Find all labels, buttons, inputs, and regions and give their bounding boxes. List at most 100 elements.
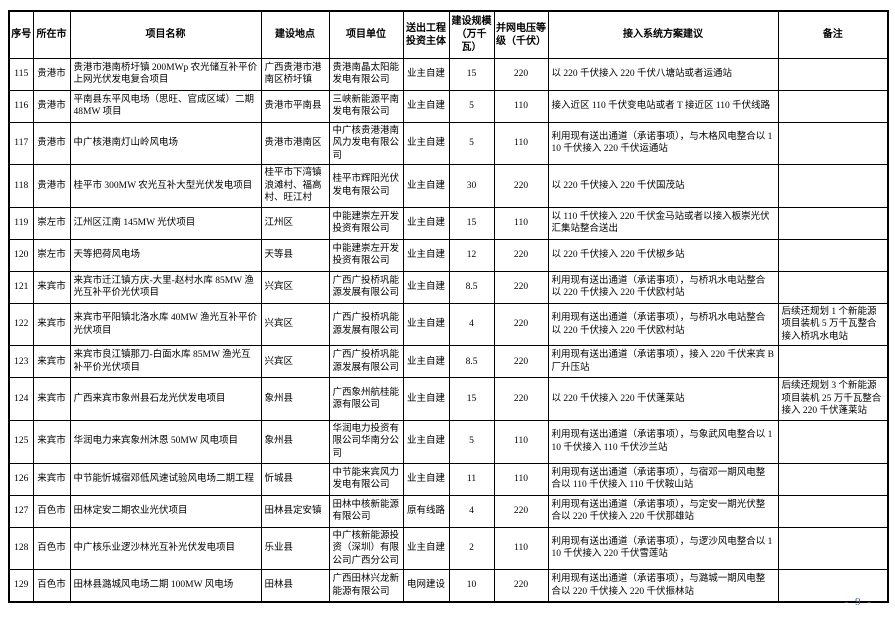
cell-location: 天等县 bbox=[260, 238, 330, 272]
cell-city: 贵港市 bbox=[32, 57, 71, 91]
cell-no: 120 bbox=[8, 238, 34, 272]
cell-no: 116 bbox=[8, 89, 34, 123]
cell-name: 中广核乐业逻沙林光互补光伏发电项目 bbox=[69, 526, 262, 571]
cell-remark: 后续还规划 3 个新能源项目装机 25 万千瓦整合接入 220 千伏蓬莱站 bbox=[777, 377, 889, 421]
cell-name: 广西来宾市象州县石龙光伏发电项目 bbox=[69, 377, 262, 421]
cell-location: 广西贵港市港南区桥圩镇 bbox=[260, 57, 330, 91]
cell-unit: 广西广投桥巩能源发展有限公司 bbox=[328, 270, 404, 304]
table-row: 115 贵港市 贵港市港南桥圩镇 200MWp 农光储互补平价上网光伏发电复合项目广… bbox=[8, 57, 889, 91]
cell-city: 百色市 bbox=[32, 526, 71, 571]
cell-location: 象州县 bbox=[260, 419, 330, 464]
cell-city: 来宾市 bbox=[32, 302, 71, 347]
cell-investor: 电网建设 bbox=[402, 569, 450, 603]
table-row: 128 百色市 中广核乐业逻沙林光互补光伏发电项目 乐业县 中广核新能源投资（深圳）有限… bbox=[8, 526, 889, 571]
table-row: 129 百色市 田林县潞城风电场二期 100MW 风电场 田林县 广西田林兴龙新能源有限… bbox=[8, 569, 889, 603]
cell-city: 百色市 bbox=[32, 494, 71, 528]
cell-unit: 广西象州航桂能源有限公司 bbox=[328, 377, 404, 421]
column-header-name: 项目名称 bbox=[69, 10, 262, 59]
cell-remark bbox=[777, 270, 889, 304]
table-row: 120 崇左市 天等把荷风电场 天等县 中能建崇左开发投资有限公司 业主自建 12 220 以 … bbox=[8, 238, 889, 272]
page-number: - 9 - bbox=[844, 596, 873, 608]
cell-plan: 利用现有送出通道（承诺事项），与定安一期光伏整合以 220 千伏接入 220 千… bbox=[547, 494, 779, 528]
cell-scale: 5 bbox=[448, 121, 495, 166]
cell-location: 桂平市下湾镇浪滩村、福高村、旺江村 bbox=[260, 164, 330, 208]
column-header-investor: 送出工程投资主体 bbox=[402, 10, 450, 59]
cell-investor: 业主自建 bbox=[402, 206, 450, 240]
cell-scale: 2 bbox=[448, 526, 495, 571]
cell-location: 兴宾区 bbox=[260, 270, 330, 304]
cell-name: 来宾市良江镇那刀-白面水库 85MW 渔光互补平价光伏项目 bbox=[69, 345, 262, 379]
cell-investor: 业主自建 bbox=[402, 377, 450, 421]
cell-remark bbox=[777, 569, 889, 603]
cell-name: 华润电力来宾象州沐恩 50MW 风电项目 bbox=[69, 419, 262, 464]
cell-voltage: 220 bbox=[493, 494, 549, 528]
cell-city: 贵港市 bbox=[32, 89, 71, 123]
cell-location: 贵港市港南区 bbox=[260, 121, 330, 166]
cell-name: 平南县东平风电场（思旺、官成区域）二期 48MW 项目 bbox=[69, 89, 262, 123]
cell-scale: 5 bbox=[448, 419, 495, 464]
cell-no: 124 bbox=[8, 377, 34, 421]
cell-no: 128 bbox=[8, 526, 34, 571]
cell-name: 来宾市平阳镇北洛水库 40MW 渔光互补平价光伏项目 bbox=[69, 302, 262, 347]
cell-voltage: 220 bbox=[493, 345, 549, 379]
cell-investor: 业主自建 bbox=[402, 164, 450, 208]
table-row: 123 来宾市 来宾市良江镇那刀-白面水库 85MW 渔光互补平价光伏项目 兴宾区 广西… bbox=[8, 345, 889, 379]
cell-no: 117 bbox=[8, 121, 34, 166]
cell-scale: 15 bbox=[448, 206, 495, 240]
cell-plan: 以 220 千伏接入 220 千伏椒乡站 bbox=[547, 238, 779, 272]
cell-voltage: 220 bbox=[493, 270, 549, 304]
cell-location: 乐业县 bbox=[260, 526, 330, 571]
cell-investor: 业主自建 bbox=[402, 121, 450, 166]
cell-voltage: 110 bbox=[493, 89, 549, 123]
cell-voltage: 220 bbox=[493, 302, 549, 347]
cell-scale: 8.5 bbox=[448, 270, 495, 304]
cell-plan: 以 220 千伏接入 220 千伏蓬莱站 bbox=[547, 377, 779, 421]
cell-location: 兴宾区 bbox=[260, 345, 330, 379]
table-row: 117 贵港市 中广核港南灯山岭风电场 贵港市港南区 中广核贵港港南风力发电有限公司 业主… bbox=[8, 121, 889, 166]
cell-no: 118 bbox=[8, 164, 34, 208]
cell-remark bbox=[777, 494, 889, 528]
cell-unit: 中广核新能源投资（深圳）有限公司广西分公司 bbox=[328, 526, 404, 571]
cell-no: 115 bbox=[8, 57, 34, 91]
cell-plan: 以 220 千伏接入 220 千伏八塘站或者运通站 bbox=[547, 57, 779, 91]
cell-plan: 利用现有送出通道（承诺事项），与木格风电整合以 110 千伏接入 220 千伏运… bbox=[547, 121, 779, 166]
cell-unit: 华润电力投资有限公司华南分公司 bbox=[328, 419, 404, 464]
column-header-no: 序号 bbox=[8, 10, 34, 59]
cell-investor: 业主自建 bbox=[402, 57, 450, 91]
cell-scale: 11 bbox=[448, 462, 495, 496]
table-row: 116 贵港市 平南县东平风电场（思旺、官成区域）二期 48MW 项目 贵港市平南县三… bbox=[8, 89, 889, 123]
cell-name: 贵港市港南桥圩镇 200MWp 农光储互补平价上网光伏发电复合项目 bbox=[69, 57, 262, 91]
cell-unit: 中广核贵港港南风力发电有限公司 bbox=[328, 121, 404, 166]
cell-scale: 10 bbox=[448, 569, 495, 603]
cell-investor: 业主自建 bbox=[402, 302, 450, 347]
cell-investor: 业主自建 bbox=[402, 345, 450, 379]
cell-plan: 接入近区 110 千伏变电站或者 T 接近区 110 千伏线路 bbox=[547, 89, 779, 123]
cell-plan: 以 110 千伏接入 220 千伏金马站或者以接入板崇光伏汇集站整合送出 bbox=[547, 206, 779, 240]
cell-investor: 业主自建 bbox=[402, 270, 450, 304]
cell-investor: 业主自建 bbox=[402, 238, 450, 272]
cell-remark bbox=[777, 345, 889, 379]
cell-city: 崇左市 bbox=[32, 206, 71, 240]
cell-unit: 贵港南晶太阳能发电有限公司 bbox=[328, 57, 404, 91]
table-header: 序号 所在市 项目名称 建设地点 项目单位 送出工程投资主体 建设规模（万千瓦）… bbox=[8, 10, 889, 59]
cell-remark bbox=[777, 57, 889, 91]
cell-location: 兴宾区 bbox=[260, 302, 330, 347]
cell-location: 江州区 bbox=[260, 206, 330, 240]
cell-plan: 利用现有送出通道（承诺事项），与桥巩水电站整合以 220 千伏接入 220 千伏… bbox=[547, 270, 779, 304]
cell-plan: 利用现有送出通道（承诺事项），与象武风电整合以 110 千伏接入 110 千伏沙… bbox=[547, 419, 779, 464]
cell-scale: 5 bbox=[448, 89, 495, 123]
cell-no: 119 bbox=[8, 206, 34, 240]
cell-unit: 中能建崇左开发投资有限公司 bbox=[328, 238, 404, 272]
column-header-location: 建设地点 bbox=[260, 10, 330, 59]
cell-unit: 中能建崇左开发投资有限公司 bbox=[328, 206, 404, 240]
cell-name: 田林定安二期农业光伏项目 bbox=[69, 494, 262, 528]
cell-scale: 15 bbox=[448, 57, 495, 91]
cell-remark: 后续还规划 1 个新能源项目装机 5 万千瓦整合接入桥巩水电站 bbox=[777, 302, 889, 347]
cell-scale: 4 bbox=[448, 302, 495, 347]
cell-city: 来宾市 bbox=[32, 377, 71, 421]
cell-city: 贵港市 bbox=[32, 121, 71, 166]
cell-remark bbox=[777, 89, 889, 123]
cell-unit: 桂平市辉阳光伏发电有限公司 bbox=[328, 164, 404, 208]
cell-no: 122 bbox=[8, 302, 34, 347]
